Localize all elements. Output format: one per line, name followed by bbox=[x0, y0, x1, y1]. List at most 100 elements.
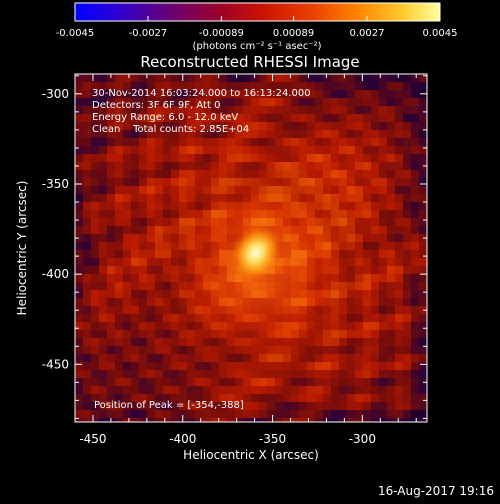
heatmap-cell bbox=[123, 290, 131, 298]
heatmap-cell bbox=[323, 146, 331, 154]
heatmap-cell bbox=[411, 362, 419, 370]
heatmap-cell bbox=[107, 98, 115, 106]
heatmap-cell bbox=[171, 114, 179, 122]
heatmap-cell bbox=[379, 146, 387, 154]
heatmap-cell bbox=[395, 98, 403, 106]
heatmap-cell bbox=[91, 394, 99, 402]
heatmap-cell bbox=[283, 386, 291, 394]
heatmap-cell bbox=[83, 258, 91, 266]
heatmap-cell bbox=[395, 346, 403, 354]
heatmap-cell bbox=[315, 154, 323, 162]
heatmap-cell bbox=[139, 218, 147, 226]
heatmap-cell bbox=[299, 74, 307, 82]
heatmap-cell bbox=[115, 106, 123, 114]
heatmap-cell bbox=[107, 130, 115, 138]
heatmap-cell bbox=[235, 418, 243, 422]
heatmap-cell bbox=[379, 170, 387, 178]
heatmap-cell bbox=[387, 178, 395, 186]
heatmap-cell bbox=[75, 282, 83, 290]
heatmap-cell bbox=[227, 114, 235, 122]
heatmap-cell bbox=[339, 146, 347, 154]
heatmap-cell bbox=[235, 154, 243, 162]
heatmap-cell bbox=[307, 138, 315, 146]
heatmap-cell bbox=[355, 410, 363, 418]
heatmap-cell bbox=[403, 186, 411, 194]
heatmap-cell bbox=[379, 274, 387, 282]
heatmap-cell bbox=[83, 290, 91, 298]
heatmap-cell bbox=[227, 90, 235, 98]
heatmap-cell bbox=[403, 170, 411, 178]
heatmap-cell bbox=[203, 122, 211, 130]
heatmap-cell bbox=[355, 146, 363, 154]
heatmap-cell bbox=[171, 402, 179, 410]
heatmap-cell bbox=[91, 202, 99, 210]
heatmap-cell bbox=[139, 338, 147, 346]
colorbar-gradient bbox=[74, 2, 441, 22]
heatmap-cell bbox=[195, 418, 203, 422]
heatmap-cell bbox=[131, 74, 139, 82]
heatmap-cell bbox=[347, 74, 355, 82]
heatmap-cell bbox=[219, 82, 227, 90]
heatmap-cell bbox=[219, 410, 227, 418]
heatmap-cell bbox=[83, 202, 91, 210]
heatmap-cell bbox=[419, 210, 427, 218]
heatmap-cell bbox=[299, 106, 307, 114]
heatmap-cell bbox=[115, 402, 123, 410]
heatmap-cell bbox=[419, 130, 427, 138]
heatmap-cell bbox=[363, 130, 371, 138]
heatmap-cell bbox=[275, 394, 283, 402]
heatmap-cell bbox=[323, 74, 331, 82]
heatmap-cell bbox=[139, 138, 147, 146]
heatmap-cell bbox=[107, 274, 115, 282]
heatmap-cell bbox=[355, 378, 363, 386]
x-axis-label: Heliocentric X (arcsec) bbox=[183, 448, 319, 462]
heatmap-cell bbox=[411, 242, 419, 250]
heatmap-cell bbox=[75, 218, 83, 226]
heatmap-cell bbox=[107, 82, 115, 90]
heatmap-cell bbox=[243, 114, 251, 122]
heatmap-cell bbox=[139, 282, 147, 290]
heatmap-cell bbox=[275, 82, 283, 90]
heatmap-cell bbox=[131, 386, 139, 394]
heatmap-cell bbox=[83, 306, 91, 314]
heatmap-cell bbox=[107, 330, 115, 338]
heatmap-cell bbox=[283, 138, 291, 146]
heatmap-cell bbox=[355, 130, 363, 138]
heatmap-cell bbox=[395, 362, 403, 370]
heatmap-cell bbox=[203, 146, 211, 154]
heatmap-cell bbox=[291, 386, 299, 394]
heatmap-cell bbox=[91, 74, 99, 82]
heatmap-cell bbox=[123, 178, 131, 186]
heatmap-cell bbox=[91, 82, 99, 90]
heatmap-cell bbox=[259, 154, 267, 162]
heatmap-cell bbox=[283, 378, 291, 386]
heatmap-cell bbox=[411, 178, 419, 186]
heatmap-cell bbox=[227, 74, 235, 82]
heatmap-cell bbox=[267, 418, 275, 422]
heatmap-cell bbox=[371, 290, 379, 298]
heatmap-cell bbox=[75, 274, 83, 282]
heatmap-cell bbox=[339, 402, 347, 410]
heatmap-cell bbox=[235, 90, 243, 98]
heatmap-cell bbox=[99, 226, 107, 234]
heatmap-cell bbox=[387, 394, 395, 402]
heatmap-cell bbox=[83, 410, 91, 418]
heatmap-cell bbox=[99, 394, 107, 402]
heatmap-cell bbox=[395, 138, 403, 146]
heatmap-cell bbox=[131, 138, 139, 146]
heatmap-cell bbox=[243, 402, 251, 410]
heatmap-cell bbox=[187, 74, 195, 82]
heatmap-cell bbox=[387, 162, 395, 170]
heatmap-cell bbox=[403, 306, 411, 314]
heatmap-cell bbox=[187, 154, 195, 162]
colorbar-tick-label: 0.00089 bbox=[273, 28, 314, 39]
heatmap-cell bbox=[131, 226, 139, 234]
heatmap-cell bbox=[99, 354, 107, 362]
heatmap-cell bbox=[139, 378, 147, 386]
heatmap-cell bbox=[91, 330, 99, 338]
heatmap-cell bbox=[379, 322, 387, 330]
heatmap-cell bbox=[203, 138, 211, 146]
heatmap-cell bbox=[267, 106, 275, 114]
annotations: 30-Nov-2014 16:03:24.000 to 16:13:24.000… bbox=[92, 88, 311, 411]
heatmap-cell bbox=[147, 386, 155, 394]
